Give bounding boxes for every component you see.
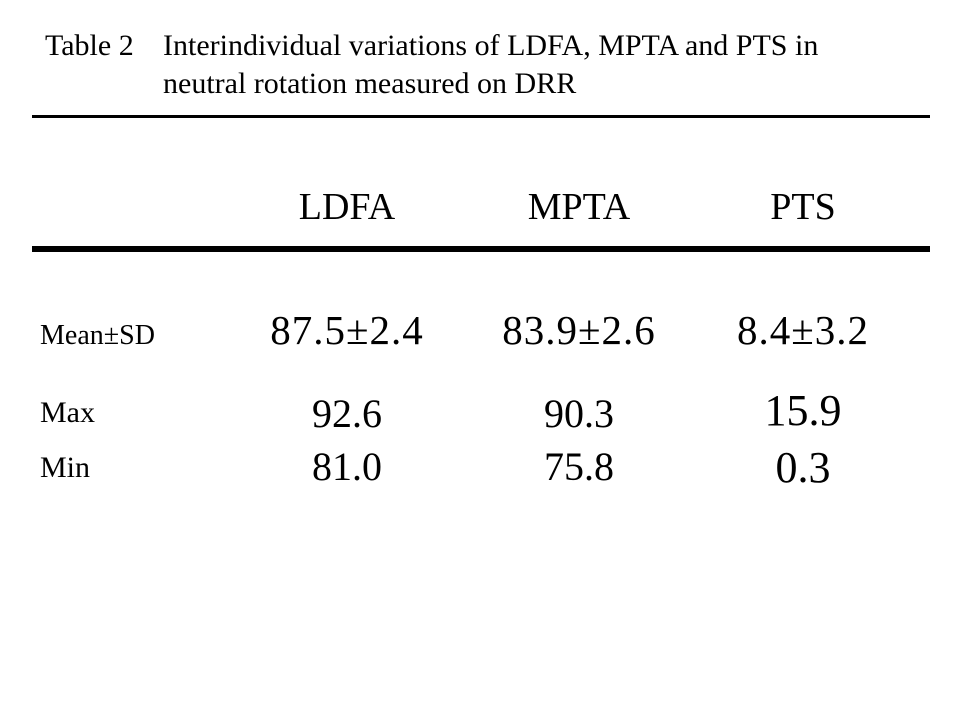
header-divider-rule: [32, 246, 930, 252]
cell-min-mpta: 75.8: [544, 444, 614, 489]
cell-min-pts: 0.3: [775, 443, 831, 492]
column-header-mpta: MPTA: [527, 186, 631, 228]
table-caption-line-1: Interindividual variations of LDFA, MPTA…: [163, 29, 819, 62]
cell-min-ldfa: 81.0: [312, 444, 382, 489]
cell-mean-pts: 8.4±3.2: [736, 307, 869, 353]
cell-max-pts: 15.9: [764, 386, 842, 435]
column-header-ldfa: LDFA: [298, 186, 396, 228]
row-label-mean-sd: Mean±SD: [40, 320, 155, 351]
row-label-min: Min: [40, 451, 91, 484]
table-number-label: Table 2: [45, 29, 134, 62]
cell-max-mpta: 90.3: [544, 391, 614, 436]
caption-divider-rule: [32, 115, 930, 118]
row-label-max: Max: [40, 396, 95, 429]
cell-mean-ldfa: 87.5±2.4: [270, 307, 424, 353]
table-caption: Interindividual variations of LDFA, MPTA…: [163, 27, 923, 103]
cell-mean-mpta: 83.9±2.6: [502, 307, 656, 353]
column-header-pts: PTS: [770, 186, 836, 228]
table-caption-line-2: neutral rotation measured on DRR: [163, 67, 577, 100]
cell-max-ldfa: 92.6: [312, 391, 382, 436]
